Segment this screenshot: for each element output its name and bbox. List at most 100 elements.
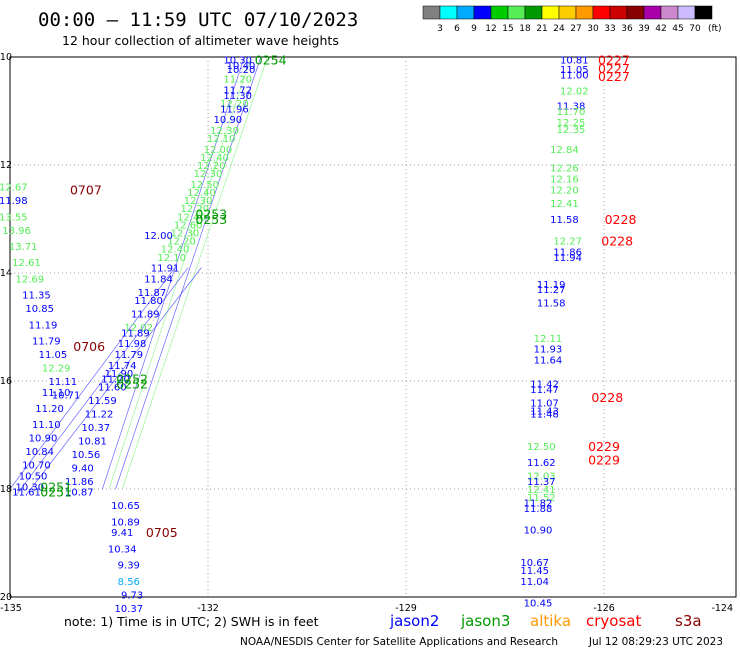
wave-height-label: 11.58: [550, 215, 579, 226]
wave-height-label: 11.20: [35, 404, 64, 415]
colorbar-label: 70: [689, 24, 701, 34]
y-tick-label: 16: [0, 376, 12, 387]
colorbar-swatch: [660, 5, 679, 20]
colorbar-label: 9: [471, 24, 477, 34]
wave-height-label: 10.90: [213, 115, 242, 126]
wave-height-label: 12.00: [144, 231, 173, 242]
time-label: 0229: [588, 452, 620, 467]
wave-height-label: 12.20: [197, 161, 226, 172]
wave-height-label: 11.86: [65, 477, 94, 488]
wave-height-label: 13.55: [0, 212, 28, 223]
wave-height-label: 10.81: [560, 56, 589, 67]
legend: jason2 jason3 altika cryosat s3a: [389, 612, 702, 630]
wave-height-label: 11.58: [537, 299, 566, 310]
colorbar-swatch: [524, 5, 543, 20]
colorbar-label: 33: [604, 24, 615, 34]
time-label: 0706: [73, 339, 105, 354]
wave-height-label: 12.35: [557, 125, 586, 136]
wave-height-label: 11.98: [118, 339, 147, 350]
time-label: 0253: [195, 207, 227, 222]
track-line: [102, 56, 245, 490]
wave-height-label: 12.29: [42, 364, 71, 375]
time-label: 0228: [605, 212, 637, 227]
time-label: 0254: [255, 53, 287, 68]
wave-height-label: 11.88: [524, 504, 553, 515]
wave-height-label: 10.90: [524, 526, 553, 537]
wave-height-label: 11.93: [534, 345, 563, 356]
wave-height-label: 11.43: [530, 407, 559, 418]
wave-height-label: 11.20: [223, 75, 252, 86]
wave-height-label: 11.70: [101, 374, 130, 385]
wave-height-label: 12.02: [124, 323, 153, 334]
wave-height-label: 9.73: [121, 590, 143, 601]
time-label: 0251: [40, 479, 72, 494]
wave-height-label: 9.41: [111, 528, 133, 539]
wave-height-label: 11.10: [42, 388, 71, 399]
colorbar-swatch: [677, 5, 696, 20]
time-label: 0253: [195, 212, 227, 227]
plot-area: 10.3010.4010.2011.2011.7211.3012.2011.96…: [0, 52, 737, 615]
track-line: [16, 267, 189, 495]
wave-height-label: 11.19: [29, 320, 58, 331]
colorbar-label: 27: [570, 24, 581, 34]
y-tick-label: 18: [0, 484, 12, 495]
legend-jason3: jason3: [460, 612, 510, 630]
wave-height-label: 10.67: [520, 558, 549, 569]
wave-height-label: 11.87: [138, 288, 167, 299]
x-tick-label: -135: [0, 603, 22, 614]
colorbar-label: 15: [502, 24, 513, 34]
wave-height-label: 10.37: [114, 604, 143, 615]
colorbar-label: 12: [485, 24, 496, 34]
colorbar-label: 18: [519, 24, 531, 34]
wave-height-label: 11.42: [530, 380, 559, 391]
wave-height-label: 9.40: [71, 463, 93, 474]
wave-height-label: 11.19: [537, 280, 566, 291]
legend-altika: altika: [530, 612, 571, 630]
wave-height-label: 12.40: [200, 153, 229, 164]
time-label: 0251: [40, 485, 72, 500]
wave-height-label: 11.11: [48, 377, 77, 388]
track-lines: [9, 56, 268, 495]
wave-height-label: 13.71: [9, 242, 38, 253]
wave-height-label: 11.04: [520, 577, 549, 588]
timestamp-text: Jul 12 08:29:23 UTC 2023: [588, 636, 723, 648]
colorbar-swatch: [507, 5, 526, 20]
legend-cryosat: cryosat: [586, 612, 641, 630]
wave-height-label: 12.30: [184, 196, 213, 207]
colorbar-label: 21: [536, 24, 547, 34]
wave-height-label: 11.80: [134, 296, 163, 307]
wave-height-label: 11.22: [85, 409, 114, 420]
wave-height-label: 12.40: [161, 245, 190, 256]
colorbar-swatch: [694, 5, 713, 20]
wave-height-label: 10.70: [22, 461, 51, 472]
x-tick-label: -132: [197, 603, 219, 614]
time-label: 0705: [146, 525, 178, 540]
wave-height-label: 11.62: [527, 458, 556, 469]
colorbar-swatch: [643, 5, 662, 20]
wave-height-label: 11.91: [151, 264, 180, 275]
x-tick-label: -129: [395, 603, 417, 614]
colorbar: 3 6 9 12 15 18 21 24 27 30 33 36 39 42 45 70 (ft): [422, 5, 722, 34]
wave-height-label: 11.45: [520, 566, 549, 577]
wave-height-label: 11.98: [0, 196, 28, 207]
wave-height-label: 11.74: [108, 361, 137, 372]
wave-height-label: 10.34: [108, 544, 137, 555]
wave-height-label: 11.35: [22, 291, 51, 302]
wave-height-label: 11.70: [557, 107, 586, 118]
wave-height-label: 9.39: [118, 561, 140, 572]
wave-height-label: 11.10: [32, 420, 61, 431]
plot-frame: [9, 56, 737, 598]
wave-height-label: 11.59: [88, 396, 117, 407]
y-tick-label: 12: [0, 160, 12, 171]
wave-height-label: 11.52: [527, 493, 556, 504]
track-line: [115, 56, 262, 490]
wave-height-label: 12.30: [194, 169, 223, 180]
wave-height-label: 12.50: [190, 180, 219, 191]
time-label: 0252: [116, 371, 148, 386]
time-label: 0252: [116, 377, 148, 392]
wave-height-label: 11.84: [144, 274, 173, 285]
colorbar-label: 3: [437, 24, 443, 34]
wave-height-label: 12.67: [0, 183, 28, 194]
wave-height-label: 11.86: [553, 247, 582, 258]
